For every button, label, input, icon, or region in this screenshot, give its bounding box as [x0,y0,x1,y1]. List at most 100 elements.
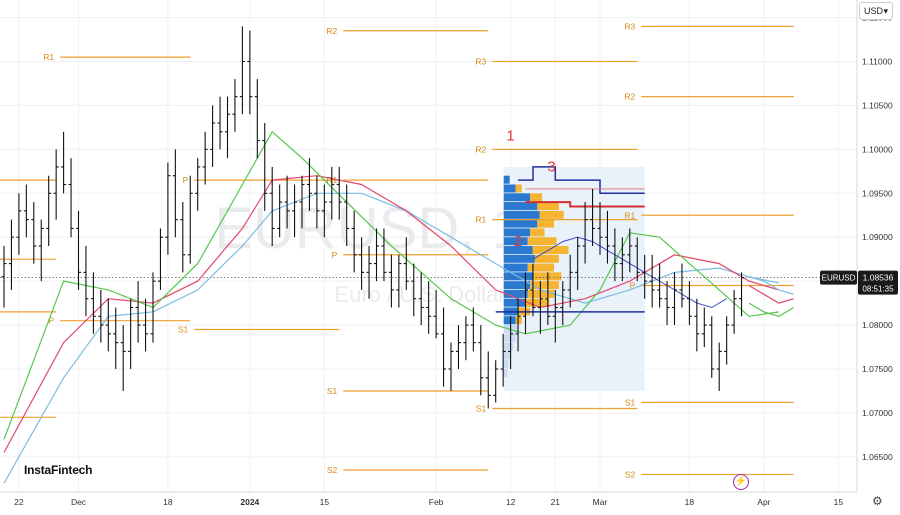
ohlc-bar [672,272,677,326]
x-tick-label: 15 [834,497,844,507]
pivot-label: R3 [475,57,486,67]
pivot-label: S1 [327,386,338,396]
volume-profile-bar [503,219,538,228]
ohlc-bar [46,175,52,246]
ohlc-bar [739,272,745,317]
ohlc-bar [314,175,320,229]
volume-profile-bar [503,210,540,219]
ohlc-bar [128,298,134,369]
chevron-down-icon: ▾ [883,5,888,16]
ohlc-bar [292,184,298,238]
ohlc-bar [470,307,476,352]
annotation-number: 2 [514,233,522,250]
ohlc-bar [16,193,22,255]
ohlc-bar [344,184,350,246]
ohlc-bar [679,263,685,308]
ohlc-bar [508,316,514,369]
volume-profile-bar [527,237,557,246]
volume-profile-bar [503,369,508,377]
red-step-line [525,201,645,208]
volume-profile-bar [503,281,531,290]
ohlc-bar [180,202,186,273]
ohlc-bar [299,175,305,229]
volume-profile-bar [503,333,516,342]
volume-profile-bar [530,281,559,290]
ohlc-bar [478,325,484,396]
ohlc-bar [374,228,379,282]
lightning-icon[interactable]: ⚡ [733,474,749,490]
ohlc-bar [306,158,312,211]
volume-profile-bar [503,316,516,325]
gear-icon[interactable]: ⚙ [872,494,883,508]
volume-profile-bar [537,202,559,211]
ohlc-bar [120,325,126,391]
ohlc-bar [642,254,648,299]
ohlc-bar [105,298,111,352]
volume-profile-bar [537,219,555,228]
ohlc-bar [321,184,327,238]
ohlc-bar [448,342,454,391]
x-tick-label: 22 [14,497,24,507]
pivot-label: S2 [625,469,636,479]
ohlc-bar [61,131,67,194]
ohlc-bar [150,272,156,343]
ohlc-bar [76,210,81,290]
pivot-label: R2 [475,144,486,154]
x-axis-background [0,492,900,510]
annotation-number: 1 [506,128,514,145]
x-tick-label: Mar [593,497,608,507]
ohlc-bar [217,96,223,150]
x-tick-label: 12 [506,497,516,507]
ohlc-bar [225,96,230,159]
ohlc-bar [187,175,193,264]
ohlc-bar [590,188,596,246]
ohlc-bar [98,289,104,343]
ohlc-bar [537,281,543,334]
y-tick-label: 1.07000 [862,408,893,418]
pivot-label: R2 [326,26,337,36]
volume-profile-bar [503,298,526,307]
ohlc-bar [582,202,588,264]
x-tick-label: Apr [757,497,770,507]
volume-profile-bar [503,246,533,254]
ohlc-bar [232,79,238,132]
y-tick-label: 1.07500 [862,364,893,374]
ohlc-bar [195,158,201,211]
ohlc-bar [388,254,394,308]
currency-select[interactable]: USD ▾ [859,2,893,20]
x-tick-label: 18 [685,497,695,507]
volume-profile-bar [503,360,509,369]
pivot-label: P [183,175,189,185]
ohlc-bar [262,123,268,211]
x-tick-label: Feb [429,497,444,507]
ohlc-bar [523,272,528,334]
ohlc-bar [135,281,141,343]
volume-profile-bar [530,228,545,237]
ohlc-bar [254,79,260,159]
volume-profile-bar [534,254,559,263]
ohlc-bar [545,272,551,326]
volume-profile-bar [503,351,510,360]
volume-profile-bar [539,210,564,219]
price-badge-value: 1.08536 [863,273,894,283]
ohlc-bar [493,360,499,403]
y-tick-label: 1.10500 [862,100,893,110]
ohlc-bar [284,175,290,229]
pivot-label: S1 [625,397,636,407]
ohlc-bar [202,131,208,185]
volume-profile-bar [503,184,516,193]
volume-profile-bar [503,228,531,237]
volume-profile-bar [527,263,555,272]
y-axis-background [857,0,900,510]
x-tick-label: 15 [320,497,330,507]
ohlc-bar [731,289,737,334]
volume-profile-bar [532,246,569,254]
pivot-label: S1 [178,324,189,334]
ohlc-bar [83,246,89,317]
ohlc-bar [157,228,163,290]
ohlc-bar [143,298,149,352]
ohlc-bar [716,342,722,391]
pivot-label: S2 [327,465,338,475]
